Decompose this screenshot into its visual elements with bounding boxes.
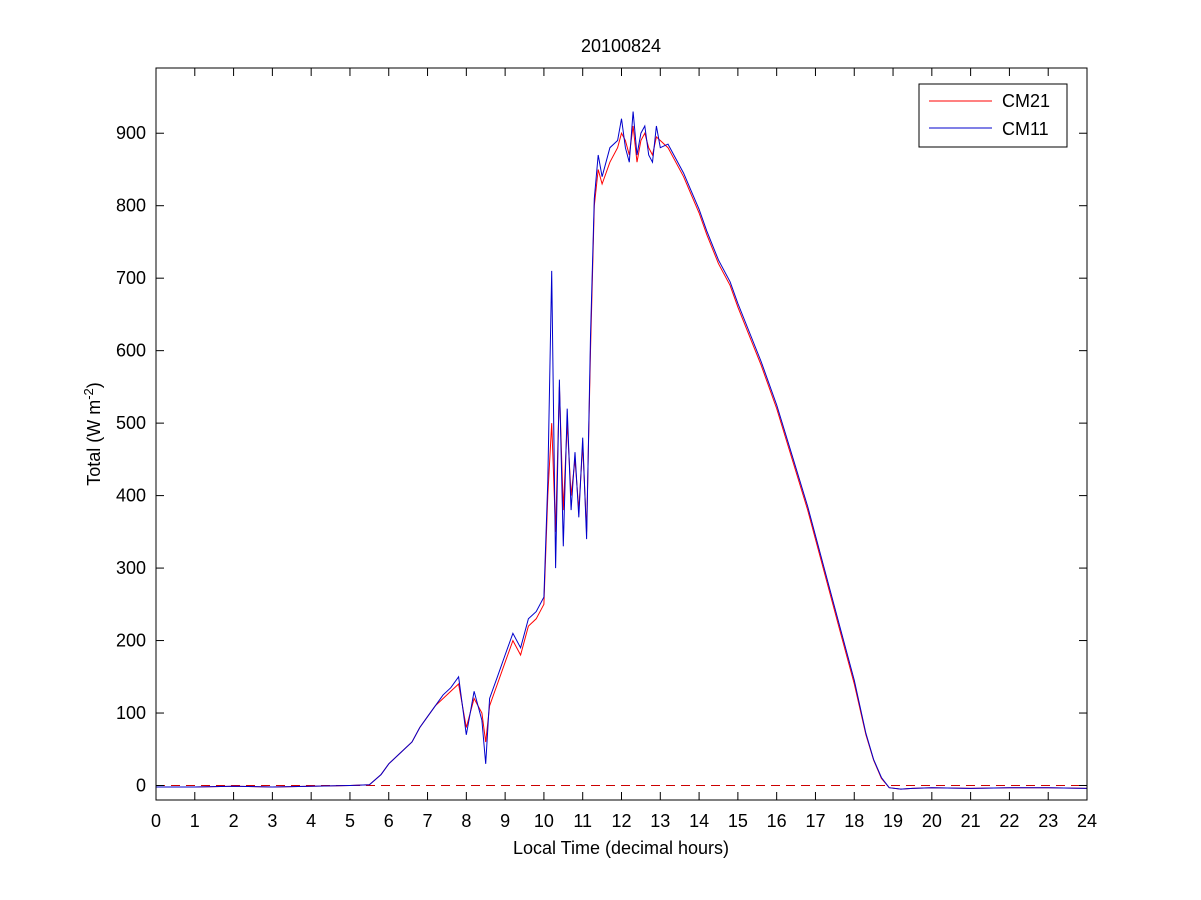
y-tick-label: 600	[116, 341, 146, 361]
x-tick-label: 14	[689, 811, 709, 831]
x-tick-label: 16	[767, 811, 787, 831]
x-tick-label: 1	[190, 811, 200, 831]
x-tick-label: 17	[805, 811, 825, 831]
x-tick-label: 22	[999, 811, 1019, 831]
x-tick-label: 20	[922, 811, 942, 831]
y-axis-label-base: Total (W m	[84, 400, 104, 486]
y-tick-label: 400	[116, 486, 146, 506]
y-tick-label: 300	[116, 558, 146, 578]
x-tick-label: 9	[500, 811, 510, 831]
x-tick-label: 11	[573, 811, 592, 831]
plot-area	[156, 68, 1087, 800]
x-tick-label: 0	[151, 811, 161, 831]
y-tick-label: 100	[116, 703, 146, 723]
y-axis: 0 100 200 300 400 500 600 700 800 900	[116, 123, 1087, 796]
x-tick-label: 21	[961, 811, 981, 831]
legend-label-cm11: CM11	[1002, 119, 1049, 139]
x-tick-label: 13	[650, 811, 670, 831]
series-layer	[156, 111, 1088, 790]
x-tick-label: 2	[229, 811, 239, 831]
chart-title: 20100824	[581, 36, 661, 56]
x-tick-label: 23	[1038, 811, 1058, 831]
legend-box	[918, 83, 1068, 148]
x-tick-label: 15	[728, 811, 748, 831]
plot-background	[156, 68, 1087, 800]
y-axis-label-superscript: -2	[81, 388, 96, 400]
y-tick-label: 200	[116, 631, 146, 651]
x-tick-label: 5	[345, 811, 355, 831]
y-axis-label: Total (W m-2)	[81, 382, 104, 486]
x-tick-label: 10	[534, 811, 554, 831]
x-tick-label: 3	[267, 811, 277, 831]
legend-label-cm21: CM21	[1002, 91, 1050, 111]
y-tick-label: 0	[136, 776, 146, 796]
series-line-cm11	[156, 111, 1088, 790]
x-tick-label: 8	[461, 811, 471, 831]
x-tick-label: 7	[423, 811, 433, 831]
series-line-cm21	[156, 125, 1088, 790]
x-tick-label: 4	[306, 811, 316, 831]
x-axis: 0 1 2 3 4 5 6 7 8 9 10 11 12 13 14 15 16 17 18 19 20 21 22 23 24	[151, 68, 1097, 831]
y-axis-label-suffix: )	[84, 382, 104, 388]
y-tick-label: 800	[116, 196, 146, 216]
y-tick-label: 900	[116, 123, 146, 143]
x-tick-label: 18	[844, 811, 864, 831]
y-tick-label: 700	[116, 268, 146, 288]
y-tick-label: 500	[116, 413, 146, 433]
x-axis-label: Local Time (decimal hours)	[513, 838, 729, 858]
x-tick-label: 6	[384, 811, 394, 831]
legend: CM21 CM11	[918, 83, 1068, 148]
x-tick-label: 12	[611, 811, 631, 831]
x-tick-label: 24	[1077, 811, 1097, 831]
x-tick-label: 19	[883, 811, 903, 831]
